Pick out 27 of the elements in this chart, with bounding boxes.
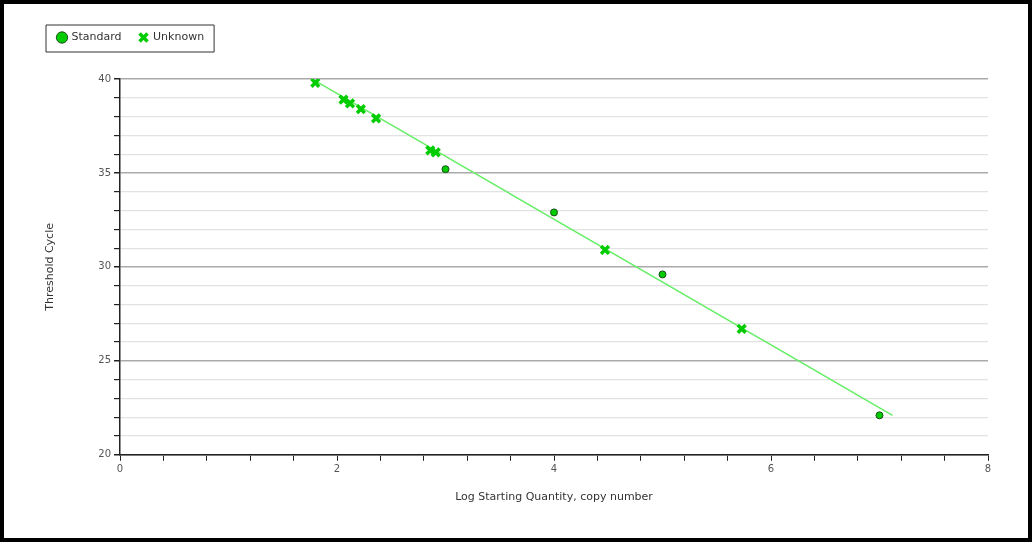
y-tick-label: 20 [98,448,111,460]
point [658,270,667,279]
point [430,146,442,158]
point [875,411,884,420]
legend-label: Unknown [153,30,205,44]
x-tick-label: 0 [116,463,124,475]
point [736,323,748,335]
point [424,144,436,157]
y-tick-label: 25 [98,354,111,366]
point [309,79,321,89]
x-axis-title: Log Starting Quantity, copy number [455,490,654,504]
y-tick-label: 40 [98,72,111,84]
point [337,94,350,106]
point [550,208,558,217]
y-tick-label: 35 [98,166,111,178]
legend-label: Standard [71,30,122,44]
x-tick-label: 6 [767,463,775,475]
point [441,165,450,174]
y-axis-title: Threshold Cycle [43,222,57,312]
point [370,112,382,125]
point [344,97,356,110]
y-tick-label: 30 [98,260,111,272]
x-tick-label: 8 [984,463,992,475]
point [355,103,367,115]
point [599,244,611,256]
x-tick-label: 2 [333,463,341,475]
x-tick-label: 4 [550,463,558,475]
